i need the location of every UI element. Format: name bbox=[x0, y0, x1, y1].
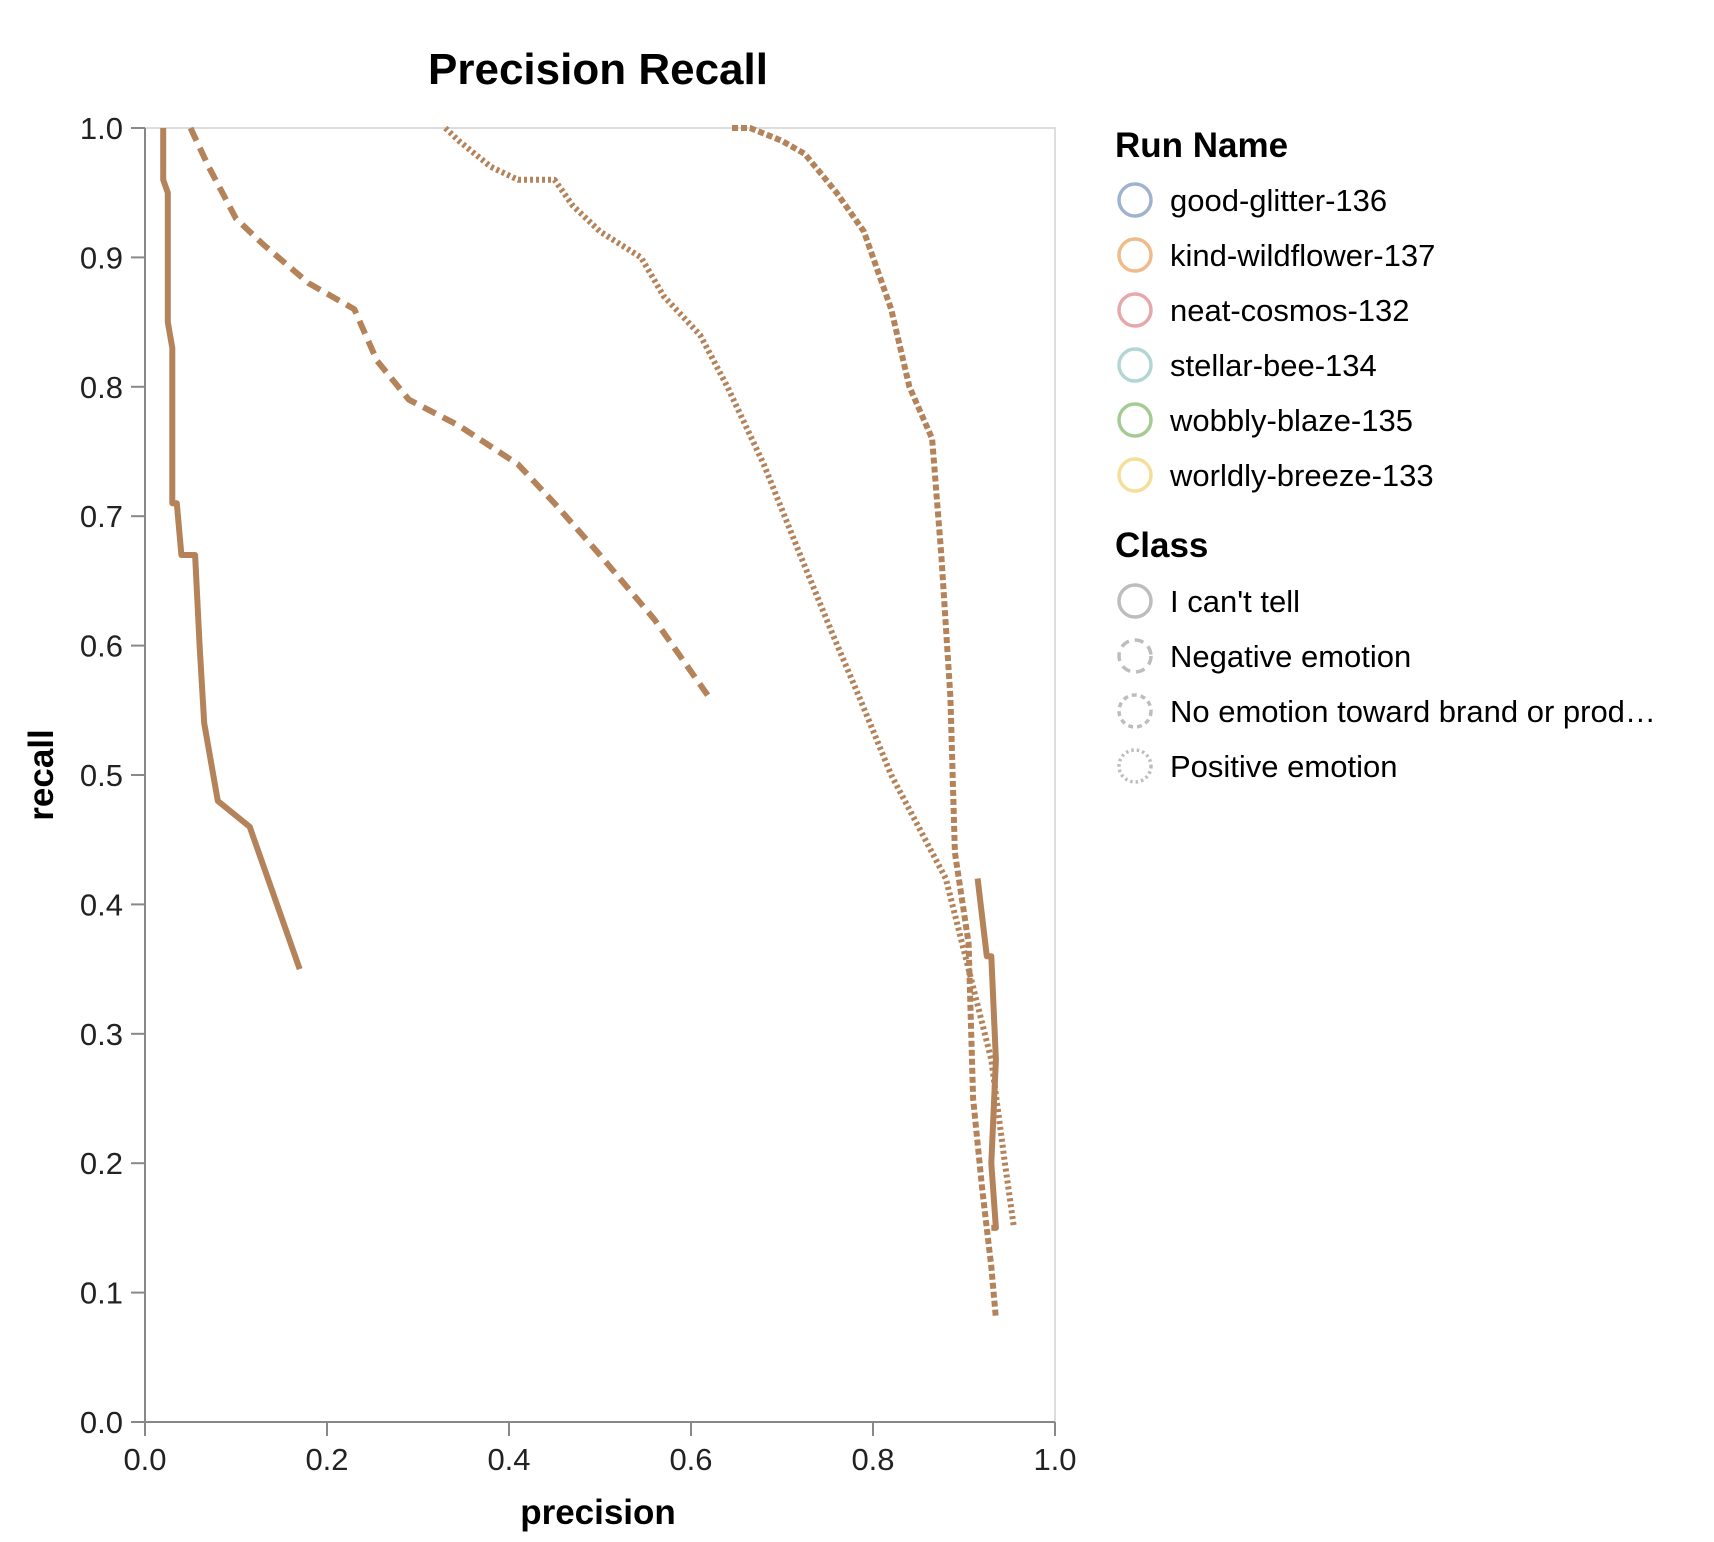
y-tick-label: 0.1 bbox=[80, 1276, 123, 1311]
y-tick-label: 0.5 bbox=[80, 758, 123, 793]
class-legend-label: I can't tell bbox=[1170, 584, 1300, 619]
class-legend-items: I can't tell Negative emotion No emotion t… bbox=[1117, 583, 1656, 784]
plot-frame bbox=[144, 127, 1056, 1423]
y-tick-label: 0.3 bbox=[80, 1017, 123, 1052]
x-tick-label: 0.2 bbox=[305, 1442, 348, 1477]
class-legend-symbol bbox=[1117, 748, 1153, 784]
y-tick-label: 0.4 bbox=[80, 887, 123, 922]
series-line-2 bbox=[732, 125, 999, 1319]
run-legend-symbol bbox=[1117, 402, 1153, 438]
y-tick-label: 0.2 bbox=[80, 1146, 123, 1181]
run-legend-label: wobbly-blaze-135 bbox=[1169, 403, 1413, 438]
run-legend-title: Run Name bbox=[1115, 126, 1288, 165]
series-line-1 bbox=[187, 126, 712, 700]
run-legend-label: stellar-bee-134 bbox=[1170, 348, 1377, 383]
class-legend-symbol bbox=[1117, 638, 1153, 674]
run-legend-symbol bbox=[1117, 182, 1153, 218]
class-legend-label: No emotion toward brand or prod… bbox=[1170, 694, 1656, 729]
chart-title: Precision Recall bbox=[428, 45, 768, 94]
x-tick-label: 1.0 bbox=[1033, 1442, 1076, 1477]
class-legend-symbol bbox=[1117, 693, 1153, 729]
x-tick-label: 0.4 bbox=[487, 1442, 530, 1477]
run-legend-items: good-glitter-136 kind-wildflower-137 neat-… bbox=[1117, 182, 1435, 493]
class-legend-label: Positive emotion bbox=[1170, 749, 1397, 784]
series-line-0 bbox=[160, 128, 303, 971]
class-legend-title: Class bbox=[1115, 526, 1208, 565]
y-axis-ticks: 0.0 0.1 0.2 0.3 0.4 0.5 0.6 0.7 0.8 0.9 1.0 bbox=[80, 111, 145, 1440]
y-tick-label: 0.8 bbox=[80, 370, 123, 405]
y-tick-label: 0.0 bbox=[80, 1405, 123, 1440]
y-tick-label: 0.7 bbox=[80, 499, 123, 534]
run-legend-label: worldly-breeze-133 bbox=[1169, 458, 1434, 493]
y-tick-label: 0.6 bbox=[80, 629, 123, 664]
run-legend-label: good-glitter-136 bbox=[1170, 183, 1387, 218]
x-axis-title: precision bbox=[520, 1493, 676, 1532]
y-tick-label: 0.9 bbox=[80, 240, 123, 275]
run-legend-label: neat-cosmos-132 bbox=[1170, 293, 1410, 328]
legend: Run Name good-glitter-136 kind-wildflower… bbox=[1115, 126, 1656, 784]
series-line-4 bbox=[974, 878, 999, 1231]
y-tick-label: 1.0 bbox=[80, 111, 123, 146]
run-legend-symbol bbox=[1117, 292, 1153, 328]
run-legend-symbol bbox=[1117, 347, 1153, 383]
class-legend-symbol bbox=[1117, 583, 1153, 619]
x-tick-label: 0.0 bbox=[123, 1442, 166, 1477]
x-tick-label: 0.6 bbox=[669, 1442, 712, 1477]
series-layer bbox=[160, 125, 1017, 1319]
series-line-3 bbox=[443, 125, 1017, 1229]
run-legend-label: kind-wildflower-137 bbox=[1170, 238, 1435, 273]
x-tick-label: 0.8 bbox=[851, 1442, 894, 1477]
y-axis-title: recall bbox=[22, 729, 61, 820]
run-legend-symbol bbox=[1117, 457, 1153, 493]
class-legend-label: Negative emotion bbox=[1170, 639, 1411, 674]
x-axis-ticks: 0.0 0.2 0.4 0.6 0.8 1.0 bbox=[123, 1422, 1077, 1477]
run-legend-symbol bbox=[1117, 237, 1153, 273]
